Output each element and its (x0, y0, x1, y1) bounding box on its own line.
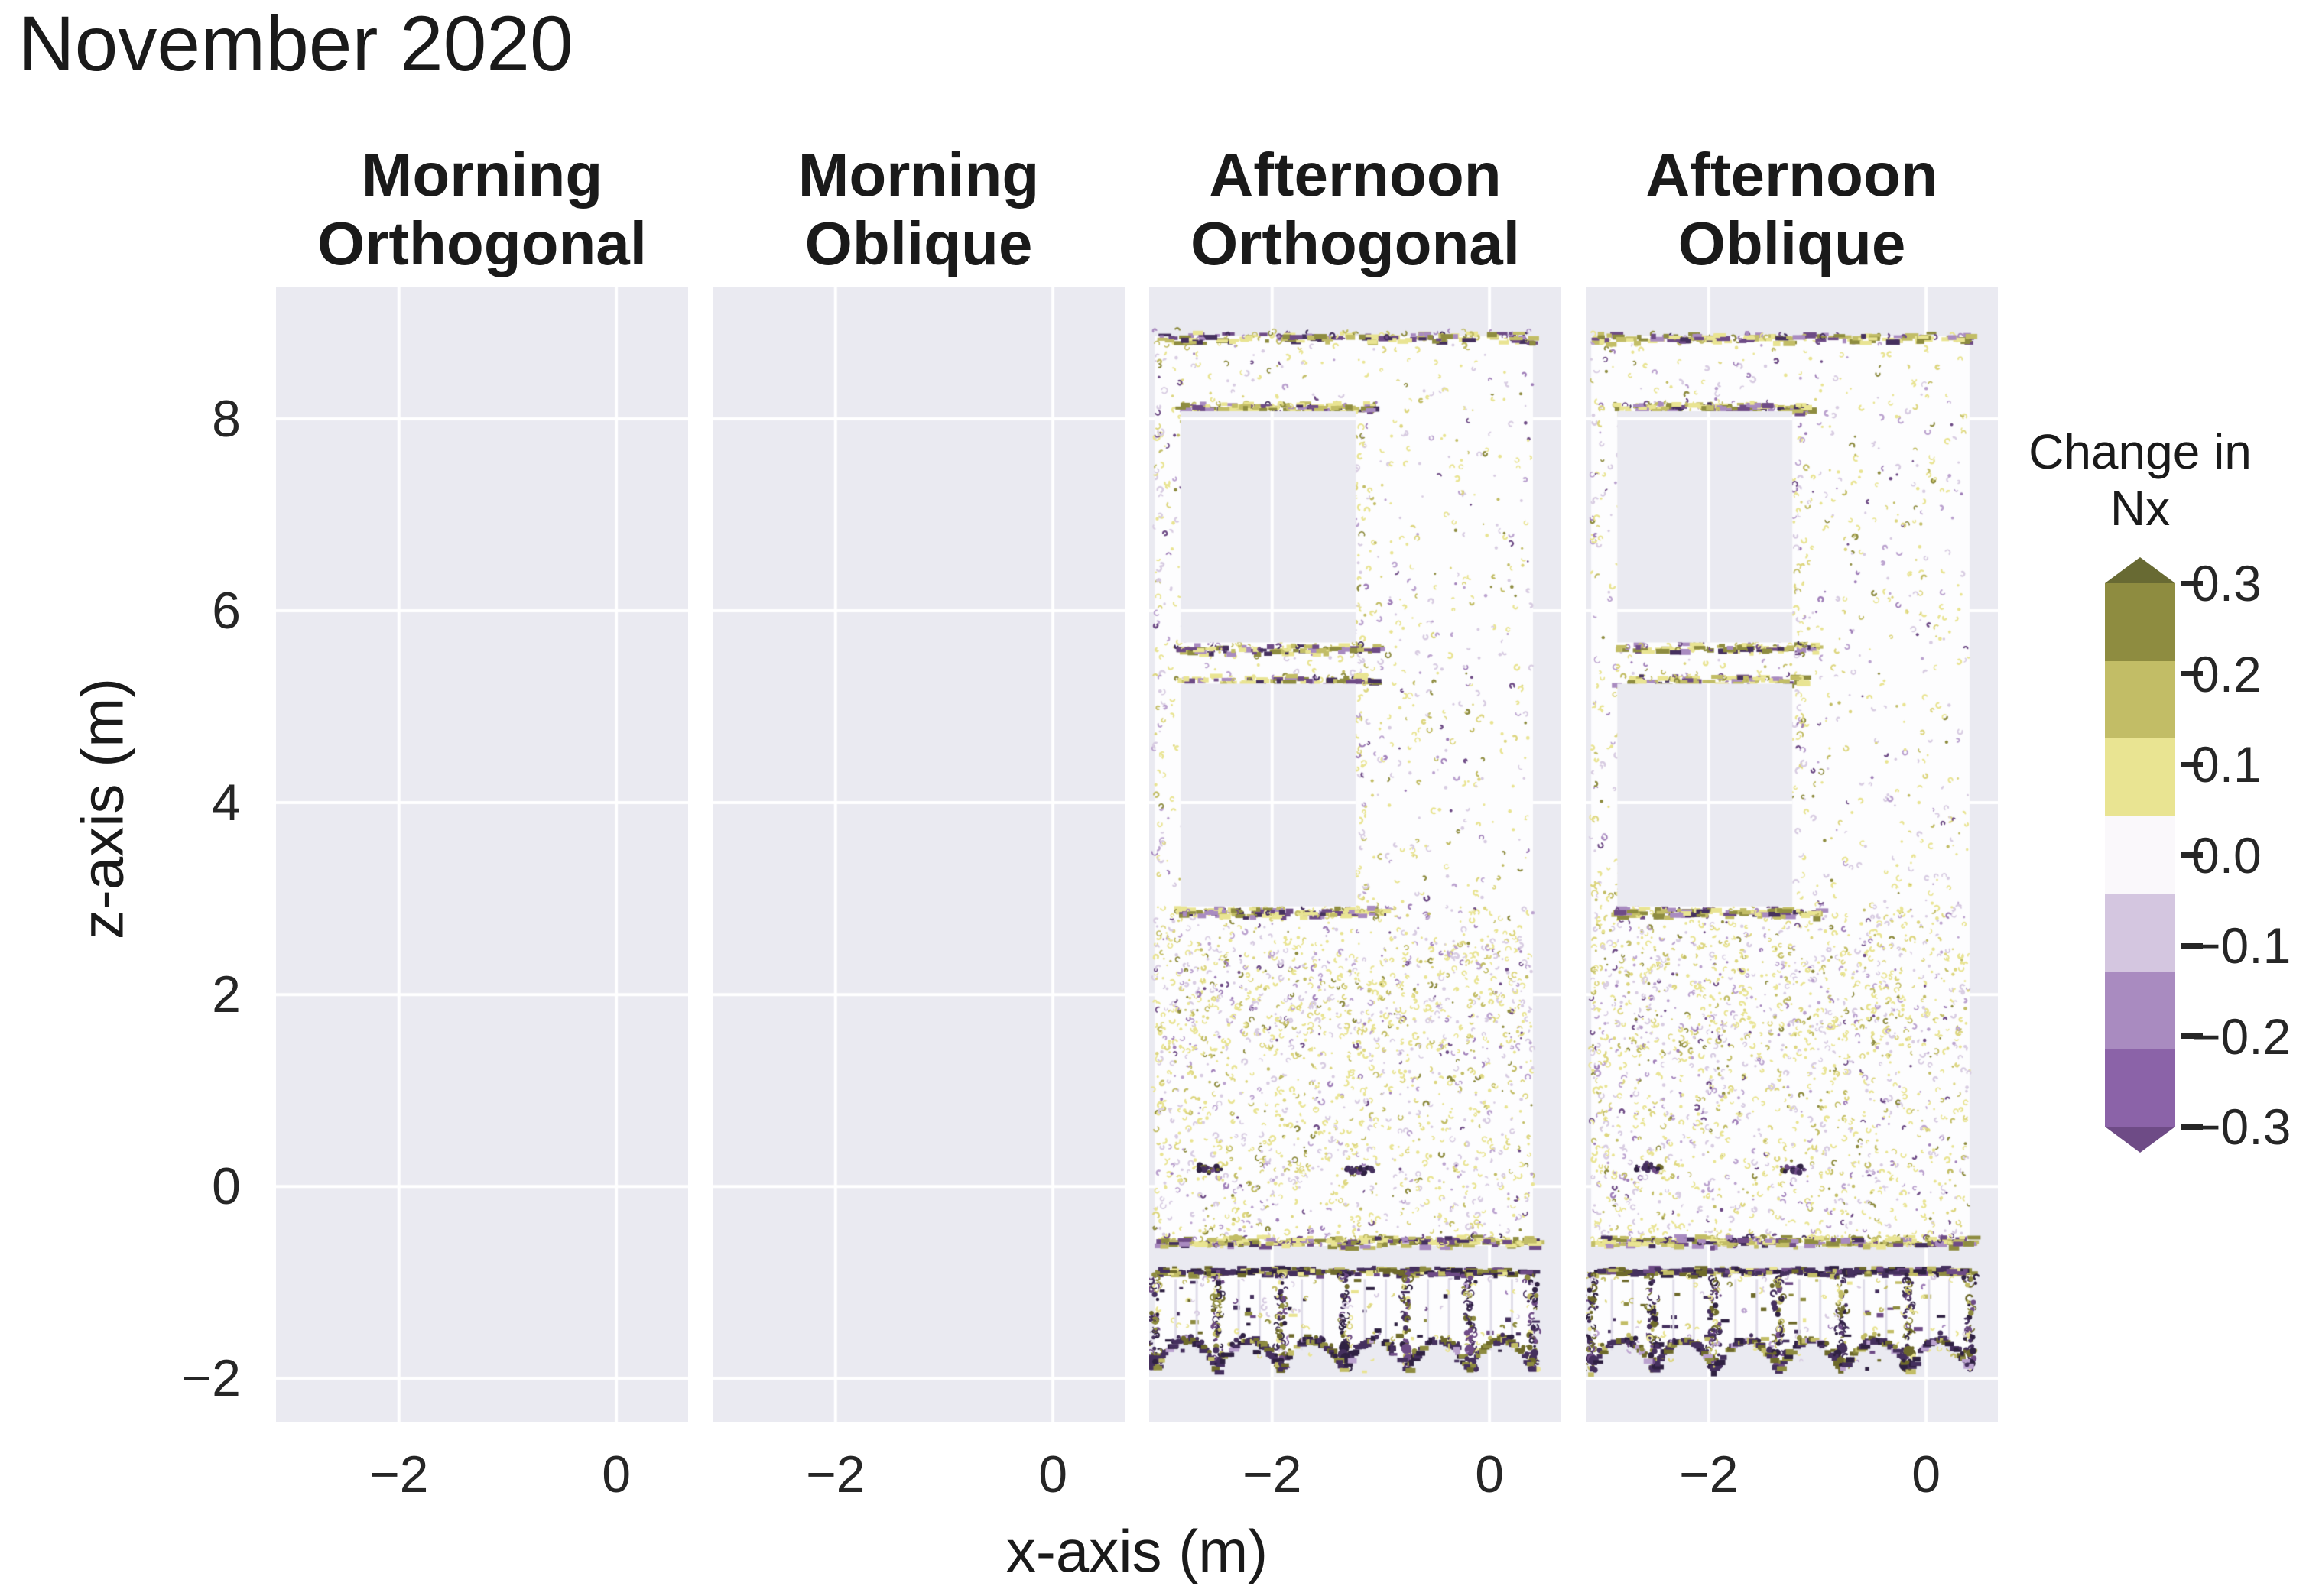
colorbar-tick-label: 0.1 (2191, 736, 2262, 793)
x-tick-label: −2 (369, 1445, 429, 1504)
x-tick-label: 0 (1911, 1445, 1941, 1504)
colorbar-tick-mark (2181, 1033, 2203, 1039)
panel-title-line2: Oblique (1678, 209, 1906, 277)
x-tick-label: 0 (1475, 1445, 1505, 1504)
colorbar-tick-mark (2181, 580, 2203, 586)
colorbar-title: Change in Nx (1949, 423, 2319, 537)
x-axis-label: x-axis (m) (1005, 1517, 1268, 1585)
x-tick-label: 0 (1038, 1445, 1068, 1504)
colorbar-tick-label: 0.2 (2191, 645, 2262, 702)
colorbar-arrow-up (2105, 557, 2175, 583)
figure-title: November 2020 (18, 0, 573, 87)
panel-canvas-morning-orthogonal (276, 287, 688, 1422)
panel-canvas-afternoon-orthogonal (1149, 287, 1561, 1422)
colorbar-segment (2105, 660, 2175, 739)
colorbar-segment (2105, 738, 2175, 817)
colorbar-tick-label: −0.3 (2191, 1098, 2291, 1155)
colorbar-tick-mark (2181, 942, 2203, 949)
colorbar-title-line2: Nx (2110, 481, 2171, 536)
colorbar-tick-mark (2181, 671, 2203, 676)
panel-title-morning-orthogonal: Morning Orthogonal (317, 141, 647, 278)
y-tick-label: 2 (212, 965, 241, 1024)
colorbar-tick-label: 0.3 (2191, 555, 2262, 611)
colorbar-arrow-down (2105, 1127, 2175, 1153)
x-tick-label: −2 (1242, 1445, 1302, 1504)
colorbar-title-line1: Change in (2028, 424, 2252, 479)
panel-title-line1: Afternoon (1645, 141, 1938, 209)
panel-title-line2: Oblique (804, 209, 1033, 277)
panel-title-line1: Morning (797, 141, 1040, 209)
panel-title-afternoon-orthogonal: Afternoon Orthogonal (1190, 141, 1520, 278)
panel-title-morning-oblique: Morning Oblique (798, 141, 1039, 278)
colorbar-tick-mark (2181, 1124, 2203, 1130)
panel-title-line1: Morning (361, 141, 603, 209)
y-tick-label: −2 (181, 1349, 241, 1408)
panel-title-line1: Afternoon (1209, 141, 1502, 209)
y-tick-label: 8 (212, 389, 241, 448)
colorbar-segment (2105, 583, 2175, 662)
colorbar-tick-mark (2181, 852, 2203, 858)
colorbar-segment (2105, 971, 2175, 1049)
x-tick-label: −2 (805, 1445, 866, 1504)
colorbar-segment (2105, 894, 2175, 972)
y-axis-label: z-axis (m) (68, 677, 136, 940)
panel-canvas-afternoon-oblique (1586, 287, 1998, 1422)
colorbar-tick-label: −0.1 (2191, 917, 2291, 974)
panel-canvas-morning-oblique (713, 287, 1125, 1422)
colorbar-tick-label: 0.0 (2191, 826, 2262, 884)
x-tick-label: −2 (1678, 1445, 1739, 1504)
colorbar-segment (2105, 816, 2175, 894)
panel-title-line2: Orthogonal (1190, 209, 1521, 277)
colorbar-tick-mark (2181, 761, 2203, 767)
y-tick-label: 4 (212, 774, 241, 832)
colorbar-tick-label: −0.2 (2191, 1007, 2291, 1065)
panel-title-line2: Orthogonal (317, 209, 648, 277)
y-tick-label: 6 (212, 582, 241, 641)
x-tick-label: 0 (602, 1445, 632, 1504)
colorbar-segment (2105, 1049, 2175, 1127)
y-tick-label: 0 (212, 1157, 241, 1216)
panel-title-afternoon-oblique: Afternoon Oblique (1645, 141, 1937, 278)
